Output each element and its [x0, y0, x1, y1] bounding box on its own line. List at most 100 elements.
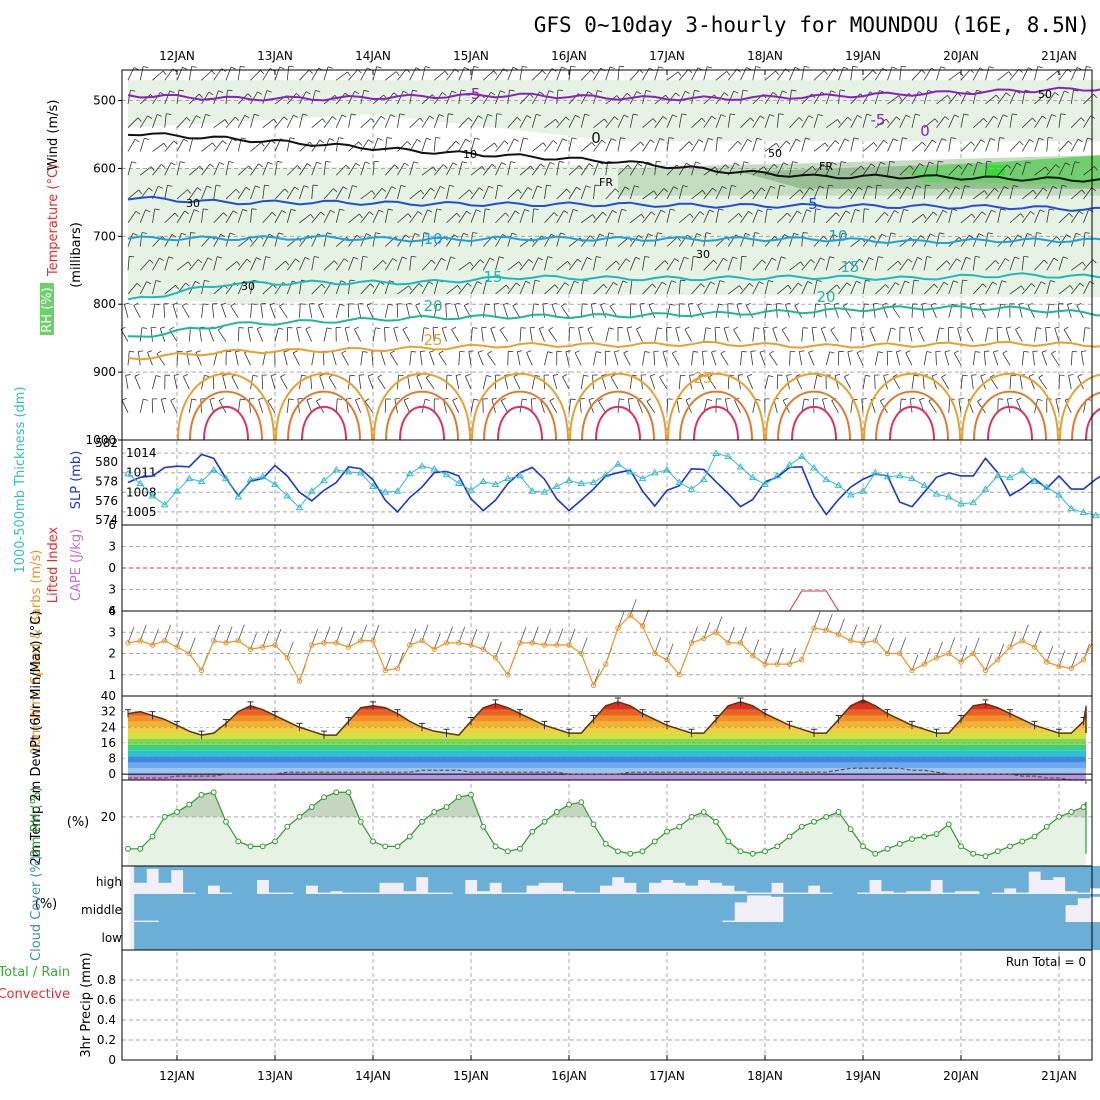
wind-barb-flag: [705, 232, 711, 235]
wind-barb: [225, 116, 236, 128]
wind-barb: [470, 281, 478, 295]
wind-barb-flag: [608, 232, 614, 235]
wind-barb: [225, 626, 233, 644]
wind-barb-flag: [515, 282, 521, 287]
cloud-level-middle: middle: [81, 903, 122, 917]
wind-barb: [789, 647, 796, 665]
wind-barb-flag: [623, 114, 629, 118]
wind-barb-flag: [663, 188, 668, 193]
wind-barb: [752, 66, 757, 81]
wind-barb: [299, 214, 311, 224]
rh-marker: [529, 828, 536, 835]
wind-barb-flag: [1013, 185, 1019, 188]
wind-barb-flag: [1015, 326, 1021, 330]
cloud-bar: [452, 894, 466, 922]
wind-barb: [1019, 375, 1023, 390]
wind-barb: [213, 68, 222, 81]
wind-barb: [764, 280, 769, 295]
cloud-bar: [501, 922, 515, 950]
wind-barb: [727, 90, 735, 105]
wind-barb: [1034, 232, 1037, 247]
thickness-marker: [687, 485, 696, 492]
wind-barb-flag: [1030, 211, 1035, 215]
wind-barb-flag: [896, 116, 901, 121]
wind-barb-flag: [326, 327, 332, 330]
wind-barb: [397, 162, 405, 176]
cloud-bar: [1016, 894, 1029, 922]
wind-barb: [960, 645, 968, 663]
wind-barb-flag: [174, 212, 179, 217]
wind-barb: [188, 398, 193, 413]
wind-barb: [764, 142, 777, 152]
wind-barb-flag: [808, 115, 814, 119]
wind-barb: [1058, 650, 1066, 667]
minmax-marker: [247, 701, 254, 710]
wind-barb: [1009, 256, 1015, 271]
rh-marker: [333, 789, 340, 796]
wind-barb: [199, 327, 202, 342]
wind-barb-flag: [767, 208, 773, 211]
wind-barb-flag: [901, 398, 907, 400]
wind-speed-marker: [982, 667, 989, 674]
cloud-bar: [722, 894, 735, 921]
wind-barb: [335, 398, 338, 413]
wind-barb: [715, 164, 726, 176]
wind-barb: [874, 233, 882, 247]
wind-barb: [568, 66, 572, 81]
cloud-bar: [685, 922, 699, 950]
wind-barb: [519, 281, 527, 295]
temperature-contour-warm: [373, 373, 471, 441]
wind-barb-flag: [868, 257, 874, 261]
wind-barb: [458, 351, 461, 366]
wind-barb: [225, 188, 237, 200]
thickness-marker: [332, 465, 341, 473]
wind-barb-flag: [561, 303, 566, 307]
wind-barb-flag: [741, 350, 747, 353]
wind-barb-flag: [340, 280, 346, 283]
chart-title: GFS 0~10day 3-hourly for MOUNDOU (16E, 8…: [534, 13, 1090, 37]
wind-barb-flag: [670, 303, 676, 306]
wind-speed-marker: [1007, 644, 1013, 650]
minmax-marker: [272, 711, 278, 720]
wind-barb-flag: [755, 66, 761, 69]
wind-barb-flag: [241, 137, 247, 140]
wind-barb-flag: [970, 141, 975, 146]
cloud-bar: [942, 894, 956, 922]
wind-barb: [605, 116, 615, 128]
wind-barb: [176, 138, 184, 152]
wind-barb-flag: [285, 260, 290, 266]
wind-barb-flag: [1094, 166, 1098, 171]
wind-barb-flag: [501, 162, 507, 166]
wind-barb: [580, 280, 584, 295]
wind-barb-flag: [808, 350, 814, 353]
wind-speed-marker: [1019, 638, 1025, 644]
wind-barb-flag: [294, 186, 299, 191]
wind-speed-marker: [566, 642, 572, 648]
wind-barb: [262, 140, 272, 152]
wind-barb: [654, 188, 665, 200]
wind-barb: [691, 211, 701, 223]
wind-barb: [703, 622, 711, 639]
wind-barb-flag: [835, 212, 840, 217]
wind-barb: [985, 66, 990, 81]
wind-barb-flag: [686, 162, 691, 167]
cloud-bar: [403, 922, 417, 950]
wind-barb-flag: [646, 161, 652, 165]
wind-barb: [176, 630, 184, 648]
wind-barb-flag: [702, 190, 706, 195]
wind-barb-flag: [399, 113, 405, 116]
wind-barb-flag: [303, 185, 309, 188]
wind-barb-flag: [1049, 208, 1055, 211]
wind-barb: [354, 328, 362, 342]
wind-barb-flag: [1084, 327, 1090, 329]
wind-barb: [935, 351, 937, 366]
wind-barb-flag: [1039, 209, 1045, 213]
wind-barb: [820, 328, 827, 342]
rh-marker: [811, 818, 817, 825]
cloud-bar: [317, 866, 331, 893]
wind-barb-flag: [588, 163, 594, 167]
date-label-top: 21JAN: [1041, 49, 1077, 63]
cloud-bar: [771, 894, 784, 897]
wind-barb: [923, 351, 928, 366]
minmax-marker: [321, 730, 327, 739]
